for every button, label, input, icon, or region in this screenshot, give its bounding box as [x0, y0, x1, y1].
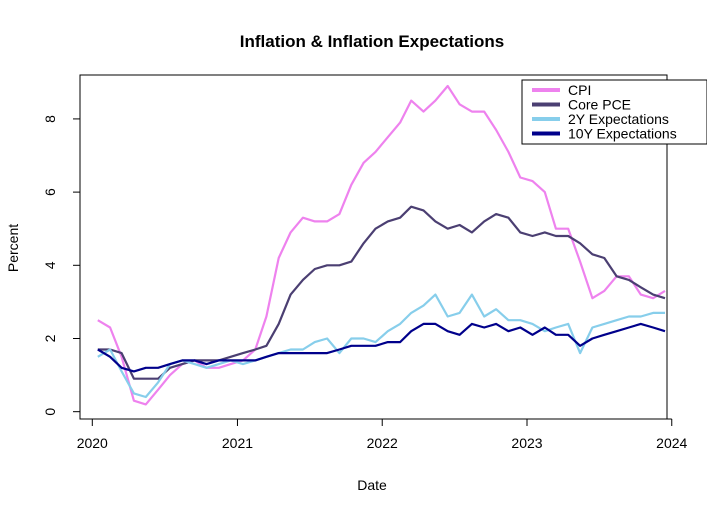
- legend-label: 10Y Expectations: [568, 126, 677, 142]
- series-line-2y-expectations: [97, 293, 665, 399]
- legend-label: Core PCE: [568, 97, 631, 113]
- x-tick-label: 2021: [222, 435, 253, 451]
- y-tick-label: 0: [42, 408, 58, 416]
- x-tick-label: 2023: [511, 435, 542, 451]
- y-tick-label: 4: [42, 261, 58, 269]
- y-tick-label: 6: [42, 188, 58, 196]
- x-axis-label: Date: [357, 477, 387, 493]
- series-lines: [97, 84, 666, 406]
- y-axis: 0 2 4 6 8: [42, 115, 81, 416]
- legend-label: 2Y Expectations: [568, 111, 669, 127]
- legend-label: CPI: [568, 82, 591, 98]
- chart-title: Inflation & Inflation Expectations: [240, 32, 504, 51]
- x-tick-label: 2022: [367, 435, 398, 451]
- y-tick-label: 2: [42, 334, 58, 342]
- series-line-10y-expectations: [97, 322, 666, 373]
- x-axis: 2020 2021 2022 2023 2024: [77, 418, 688, 451]
- y-axis-label: Percent: [5, 224, 21, 272]
- y-tick-label: 8: [42, 115, 58, 123]
- x-tick-label: 2024: [656, 435, 687, 451]
- x-tick-label: 2020: [77, 435, 108, 451]
